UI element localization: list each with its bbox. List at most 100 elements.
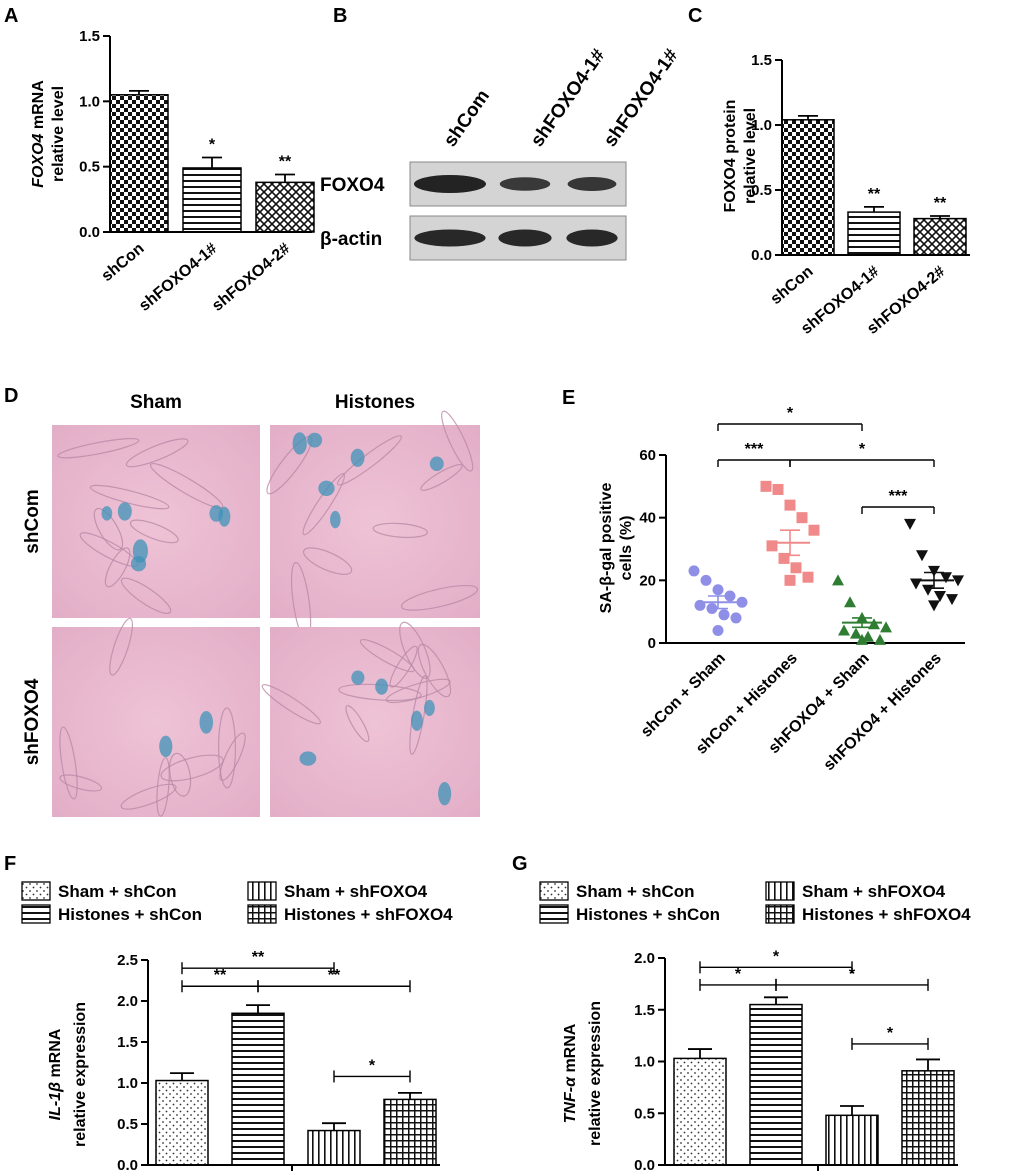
panel-f-y-tick-label: 1.5 — [117, 1034, 138, 1051]
panel-f-ylabel-line2: relative expression — [72, 1002, 89, 1147]
panel-d-stain-spot — [209, 505, 223, 522]
panel-e-data-point — [802, 571, 814, 583]
panel-a-y-tick-label: 1.0 — [79, 93, 100, 110]
panel-f-bar — [231, 1012, 285, 1166]
panel-d-cell-outline — [120, 783, 177, 810]
panel-d-cell-outline — [400, 584, 479, 611]
panel-b-band — [567, 177, 617, 191]
panel-c-y-tick-label: 0.5 — [751, 182, 772, 199]
panel-d-stain-spot — [307, 432, 323, 448]
panel-f-sig-label: ** — [214, 967, 227, 984]
panel-b-band — [414, 175, 486, 193]
panel-a-ylabel-line2: relative level — [50, 86, 67, 182]
panel-c-x-tick-label: shCon — [768, 263, 817, 308]
panel-label-c: C — [688, 5, 702, 27]
panel-e-data-point — [928, 600, 940, 612]
panel-e-data-point — [784, 574, 796, 586]
panel-b-band — [414, 229, 486, 247]
panel-d-stain-spot — [117, 502, 132, 521]
panel-e-data-point — [850, 627, 862, 639]
panel-g-y-tick-label: 1.5 — [634, 1002, 655, 1019]
panel-c-bar — [781, 119, 835, 256]
panel-f-bar — [307, 1129, 361, 1166]
panel-d-stain-spot — [199, 710, 214, 734]
panel-d-micrographs: Sham Histones shCom shFOXO4 — [22, 392, 480, 817]
panel-d-cell-outline — [160, 754, 224, 782]
panel-e-data-point — [862, 630, 874, 642]
panel-label-a: A — [4, 5, 18, 27]
panel-g-legend-label: Sham + shFOXO4 — [802, 882, 946, 901]
panel-e-data-point — [874, 633, 886, 645]
panel-b-row-label: β-actin — [320, 229, 382, 250]
panel-d-cell-outline — [59, 774, 103, 792]
panel-e-data-point — [784, 499, 796, 511]
panel-e-sig-label: * — [859, 441, 866, 458]
panel-d-cell-outline — [168, 752, 192, 797]
panel-g-legend-swatch — [765, 881, 795, 901]
panel-e-data-point — [922, 584, 934, 596]
panel-d-stain-spot — [159, 735, 173, 758]
panel-e-data-point — [880, 621, 892, 633]
panel-f-chart: Sham + shCon Histones + shCon Sham + shFOX… — [21, 881, 453, 1174]
panel-e-data-point — [856, 633, 868, 645]
panel-e-data-point — [718, 609, 730, 621]
panel-d-cell-outline — [104, 547, 131, 588]
panel-f-y-tick-label: 1.0 — [117, 1075, 138, 1092]
panel-g-chart: Sham + shCon Histones + shCon Sham + shFOX… — [539, 881, 971, 1174]
panel-f-legend-label: Sham + shFOXO4 — [284, 882, 428, 901]
panel-g-bar — [825, 1114, 879, 1166]
panel-d-cell-outline — [129, 519, 179, 544]
panel-g-legend-label: Sham + shCon — [576, 882, 695, 901]
panel-b-row-label: FOXO4 — [320, 175, 385, 196]
panel-e-data-point — [688, 565, 700, 577]
panel-a-bar — [255, 181, 315, 233]
panel-c-sig-label: ** — [934, 195, 947, 212]
panel-e-data-point — [796, 512, 808, 524]
panel-g-sig-label: * — [887, 1025, 894, 1042]
panel-d-cell-outline — [389, 645, 418, 688]
panel-e-data-point — [838, 624, 850, 636]
panel-e-x-tick-label: shFOXO4 + Histones — [821, 650, 945, 774]
panel-g-ylabel-line1: TNF-α mRNA — [562, 1023, 579, 1123]
panel-d-row-label: shCom — [22, 489, 43, 553]
panel-a-y-tick-label: 0.0 — [79, 224, 100, 241]
panel-d-cell-outline — [359, 639, 415, 673]
panel-c-sig-label: ** — [868, 186, 881, 203]
panel-d-cell-outline — [417, 643, 452, 698]
panel-d-cell-outline — [120, 577, 172, 614]
panel-e-data-point — [952, 575, 964, 587]
panel-c-ylabel-line2: relative level — [742, 108, 759, 204]
panel-g-y-tick-label: 0.5 — [634, 1105, 655, 1122]
panel-d-cell-outline — [218, 707, 237, 789]
panel-f-sig-label: ** — [328, 967, 341, 984]
panel-e-data-point — [916, 550, 928, 562]
panel-d-stain-spot — [350, 448, 365, 467]
panel-e-data-point — [934, 591, 946, 602]
panel-d-stain-spot — [292, 432, 307, 455]
panel-b-lane-label: shFOXO4-1# — [600, 45, 683, 151]
panel-d-cell-outline — [372, 522, 428, 539]
panel-g-bar — [901, 1070, 955, 1166]
panel-d-stain-spot — [101, 506, 113, 521]
panel-e-data-point — [730, 612, 742, 624]
panel-label-e: E — [562, 387, 575, 409]
panel-d-cell-outline — [93, 507, 124, 551]
panel-g-ylabel-line2: relative expression — [587, 1001, 604, 1146]
panel-g-y-tick-label: 2.0 — [634, 950, 655, 967]
panel-e-data-point — [946, 594, 958, 606]
panel-f-y-tick-label: 0.5 — [117, 1116, 138, 1133]
panel-e-ylabel-line1: SA-β-gal positive — [598, 483, 615, 614]
panel-f-y-tick-label: 2.0 — [117, 993, 138, 1010]
panel-d-stain-spot — [330, 510, 341, 529]
panel-f-legend-swatch — [21, 881, 51, 901]
panel-e-y-tick-label: 40 — [639, 510, 656, 527]
panel-e-y-tick-label: 60 — [639, 447, 656, 464]
panel-g-legend-swatch — [765, 904, 795, 924]
panel-d-stain-spot — [351, 670, 365, 685]
panel-a-bar — [182, 167, 242, 233]
panel-d-stain-spot — [375, 678, 389, 695]
panel-e-ylabel-line2: cells (%) — [618, 516, 635, 581]
panel-f-y-tick-label: 2.5 — [117, 952, 138, 969]
panel-f-bar — [383, 1098, 437, 1166]
